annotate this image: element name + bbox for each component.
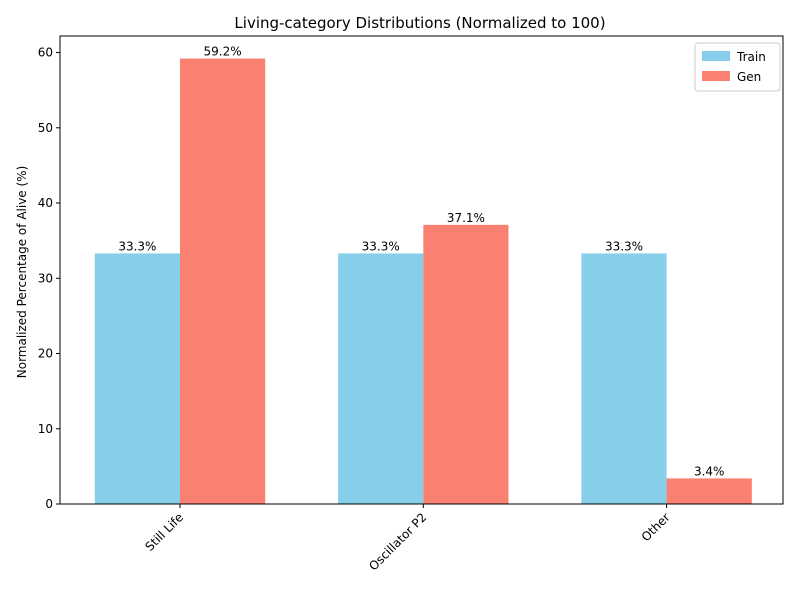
y-tick-label: 40 <box>38 196 53 210</box>
y-tick-label: 20 <box>38 347 53 361</box>
y-tick-label: 50 <box>38 121 53 135</box>
data-label-gen-2: 3.4% <box>694 464 725 478</box>
plot-area: 33.3% 33.3% 33.3% 59.2% 37.1% 3.4% 0 10 20 30 40 50… <box>38 35 784 573</box>
data-label-gen-1: 37.1% <box>447 211 485 225</box>
y-tick-label: 60 <box>38 46 53 60</box>
legend-swatch-gen <box>702 71 730 81</box>
data-label-train-2: 33.3% <box>605 239 643 253</box>
y-tick-label: 0 <box>45 497 53 511</box>
legend: Train Gen <box>694 42 781 92</box>
data-label-gen-0: 59.2% <box>204 45 242 59</box>
bar-gen-1 <box>423 224 509 505</box>
bar-gen-0 <box>180 58 266 504</box>
y-axis-label: Normalized Percentage of Alive (%) <box>15 166 29 379</box>
bar-train-1 <box>338 253 424 504</box>
data-label-train-1: 33.3% <box>362 239 400 253</box>
chart-title: Living-category Distributions (Normalize… <box>234 14 605 32</box>
y-tick-label: 30 <box>38 271 53 285</box>
y-tick-label: 10 <box>38 422 53 436</box>
bar-train-2 <box>581 253 667 504</box>
axes-frame <box>59 35 784 505</box>
legend-label-train: Train <box>736 50 766 64</box>
bar-gen-2 <box>666 478 752 504</box>
legend-label-gen: Gen <box>737 70 761 84</box>
bar-train-0 <box>94 253 180 504</box>
legend-swatch-train <box>702 51 730 61</box>
data-label-train-0: 33.3% <box>118 239 156 253</box>
